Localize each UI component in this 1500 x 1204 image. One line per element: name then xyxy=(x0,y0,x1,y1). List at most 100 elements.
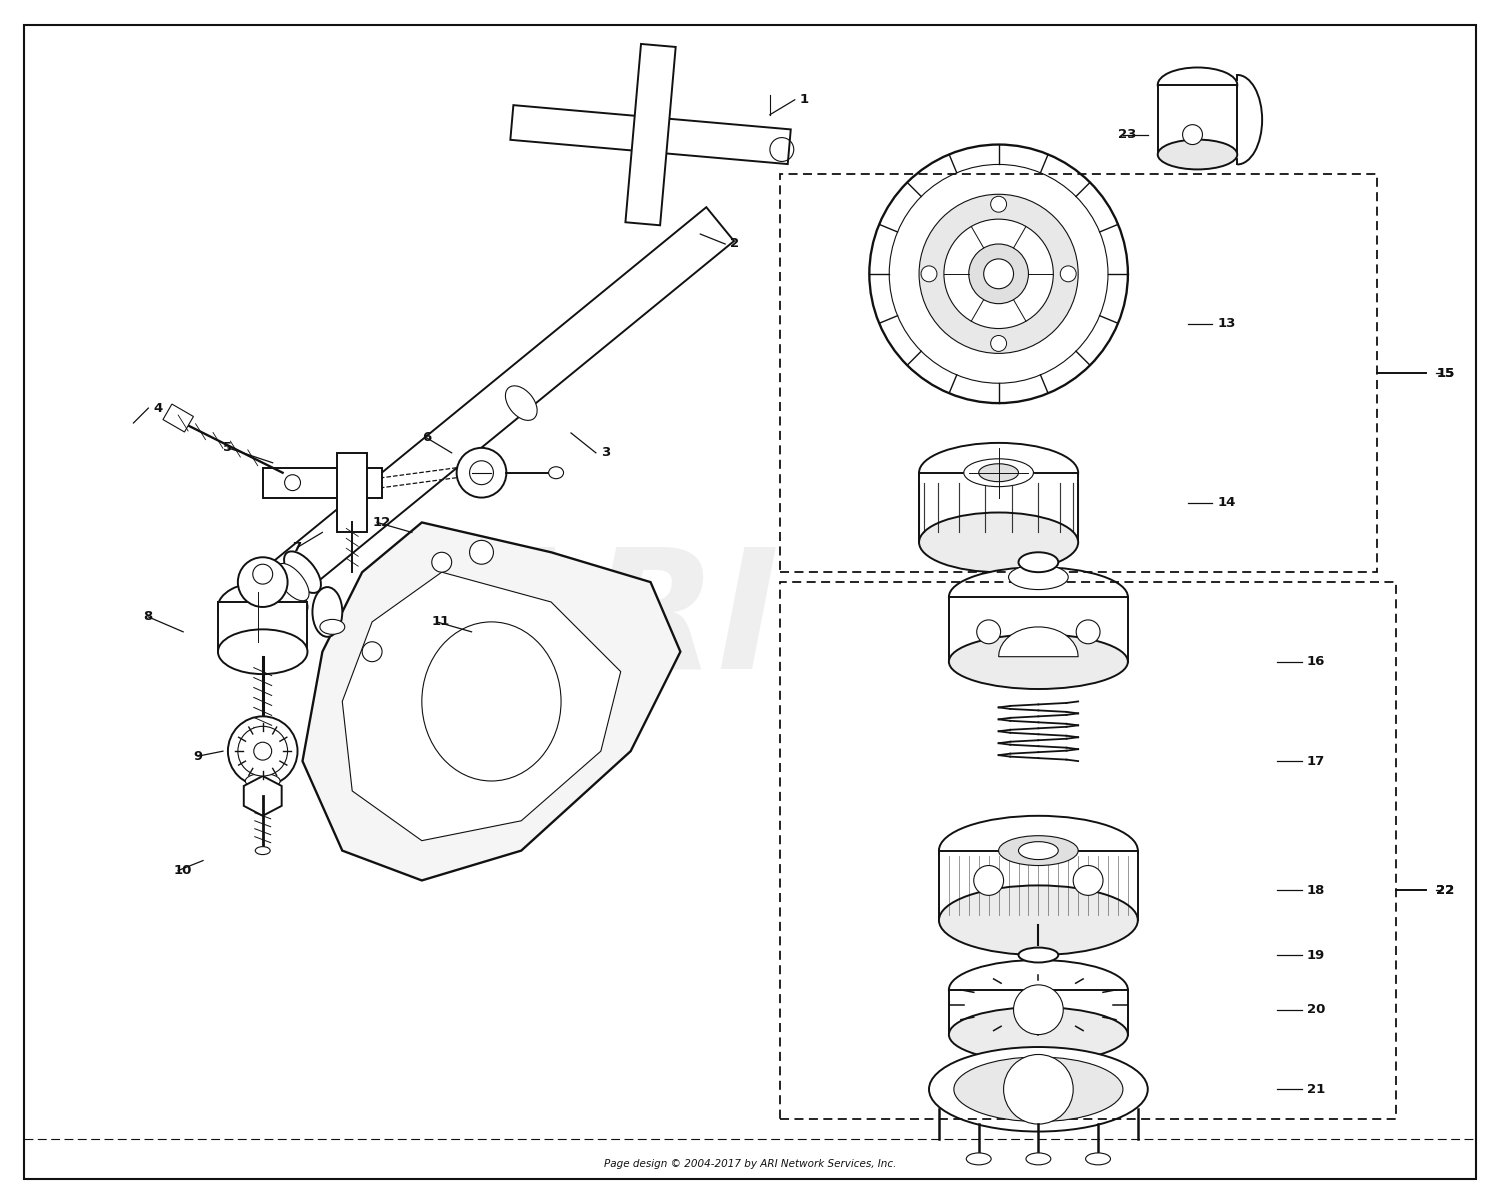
Text: 8: 8 xyxy=(144,610,153,624)
Text: 2: 2 xyxy=(730,237,740,250)
Bar xyxy=(780,582,1396,1119)
Ellipse shape xyxy=(920,513,1078,572)
Text: 22: 22 xyxy=(1436,884,1455,897)
Circle shape xyxy=(254,565,273,584)
Bar xyxy=(780,175,1377,572)
Ellipse shape xyxy=(1008,565,1068,590)
Text: 1: 1 xyxy=(800,93,808,106)
Text: 18: 18 xyxy=(1306,884,1326,897)
Text: 15: 15 xyxy=(1436,367,1455,379)
Text: 22: 22 xyxy=(1436,884,1455,897)
Ellipse shape xyxy=(939,885,1138,955)
Circle shape xyxy=(920,194,1078,354)
Ellipse shape xyxy=(978,464,1018,482)
Polygon shape xyxy=(164,405,194,432)
Text: 17: 17 xyxy=(1306,755,1324,768)
Circle shape xyxy=(944,219,1053,329)
Circle shape xyxy=(1072,866,1102,896)
Text: Page design © 2004-2017 by ARI Network Services, Inc.: Page design © 2004-2017 by ARI Network S… xyxy=(604,1159,896,1169)
Polygon shape xyxy=(303,523,681,880)
Text: 4: 4 xyxy=(153,402,162,414)
Circle shape xyxy=(974,866,1004,896)
Polygon shape xyxy=(342,572,621,840)
Circle shape xyxy=(228,716,297,786)
Circle shape xyxy=(470,461,494,485)
Bar xyxy=(262,467,382,497)
Circle shape xyxy=(432,553,451,572)
Ellipse shape xyxy=(950,635,1128,689)
Circle shape xyxy=(456,448,507,497)
Ellipse shape xyxy=(999,836,1078,866)
Circle shape xyxy=(969,244,1029,303)
Text: 16: 16 xyxy=(1306,655,1326,668)
Ellipse shape xyxy=(950,1008,1128,1062)
Circle shape xyxy=(285,474,300,490)
Circle shape xyxy=(990,336,1006,352)
Circle shape xyxy=(976,620,1000,644)
Ellipse shape xyxy=(312,588,342,637)
Ellipse shape xyxy=(920,443,1078,502)
Ellipse shape xyxy=(966,1153,992,1164)
Text: 10: 10 xyxy=(172,864,192,877)
Bar xyxy=(939,850,1138,920)
Circle shape xyxy=(870,144,1128,403)
Text: 19: 19 xyxy=(1306,949,1324,962)
Circle shape xyxy=(1014,985,1064,1034)
Circle shape xyxy=(984,259,1014,289)
Text: 3: 3 xyxy=(602,447,610,460)
Text: 9: 9 xyxy=(194,750,202,762)
Circle shape xyxy=(990,196,1006,212)
Ellipse shape xyxy=(255,846,270,855)
Polygon shape xyxy=(999,627,1078,656)
Ellipse shape xyxy=(928,1047,1148,1132)
Ellipse shape xyxy=(506,385,537,420)
Polygon shape xyxy=(626,43,675,225)
Text: 12: 12 xyxy=(372,517,390,529)
Ellipse shape xyxy=(1019,553,1059,572)
Ellipse shape xyxy=(217,582,308,632)
Ellipse shape xyxy=(1158,67,1238,102)
Ellipse shape xyxy=(1086,1153,1110,1164)
Ellipse shape xyxy=(1158,140,1238,170)
Ellipse shape xyxy=(246,773,280,789)
Bar xyxy=(1158,85,1238,154)
Ellipse shape xyxy=(422,622,561,781)
Text: 14: 14 xyxy=(1218,496,1236,509)
Circle shape xyxy=(1004,1055,1072,1125)
Bar xyxy=(950,990,1128,1034)
Ellipse shape xyxy=(1026,1153,1051,1164)
Text: 7: 7 xyxy=(292,541,302,554)
Circle shape xyxy=(470,541,494,565)
Text: 21: 21 xyxy=(1306,1082,1324,1096)
Ellipse shape xyxy=(284,551,321,592)
Text: 15: 15 xyxy=(1436,367,1455,379)
Circle shape xyxy=(362,642,382,662)
Bar xyxy=(950,597,1128,662)
Ellipse shape xyxy=(1019,948,1059,962)
Polygon shape xyxy=(244,777,282,816)
Ellipse shape xyxy=(954,1057,1124,1122)
Polygon shape xyxy=(510,105,790,164)
Ellipse shape xyxy=(939,816,1138,885)
Text: 5: 5 xyxy=(224,442,232,454)
Ellipse shape xyxy=(320,619,345,635)
Text: 6: 6 xyxy=(422,431,430,444)
Circle shape xyxy=(921,266,938,282)
Bar xyxy=(920,473,1078,542)
Text: 20: 20 xyxy=(1306,1003,1326,1016)
Ellipse shape xyxy=(950,567,1128,627)
Text: 23: 23 xyxy=(1118,128,1137,141)
Ellipse shape xyxy=(950,960,1128,1020)
Text: 13: 13 xyxy=(1218,317,1236,330)
Circle shape xyxy=(238,726,288,777)
Ellipse shape xyxy=(1019,842,1059,860)
Circle shape xyxy=(1060,266,1076,282)
Ellipse shape xyxy=(549,467,564,479)
Ellipse shape xyxy=(217,630,308,674)
Circle shape xyxy=(238,557,288,607)
Circle shape xyxy=(1076,620,1100,644)
Ellipse shape xyxy=(964,459,1034,486)
Polygon shape xyxy=(268,207,734,600)
Circle shape xyxy=(1182,125,1203,144)
Ellipse shape xyxy=(276,563,309,601)
